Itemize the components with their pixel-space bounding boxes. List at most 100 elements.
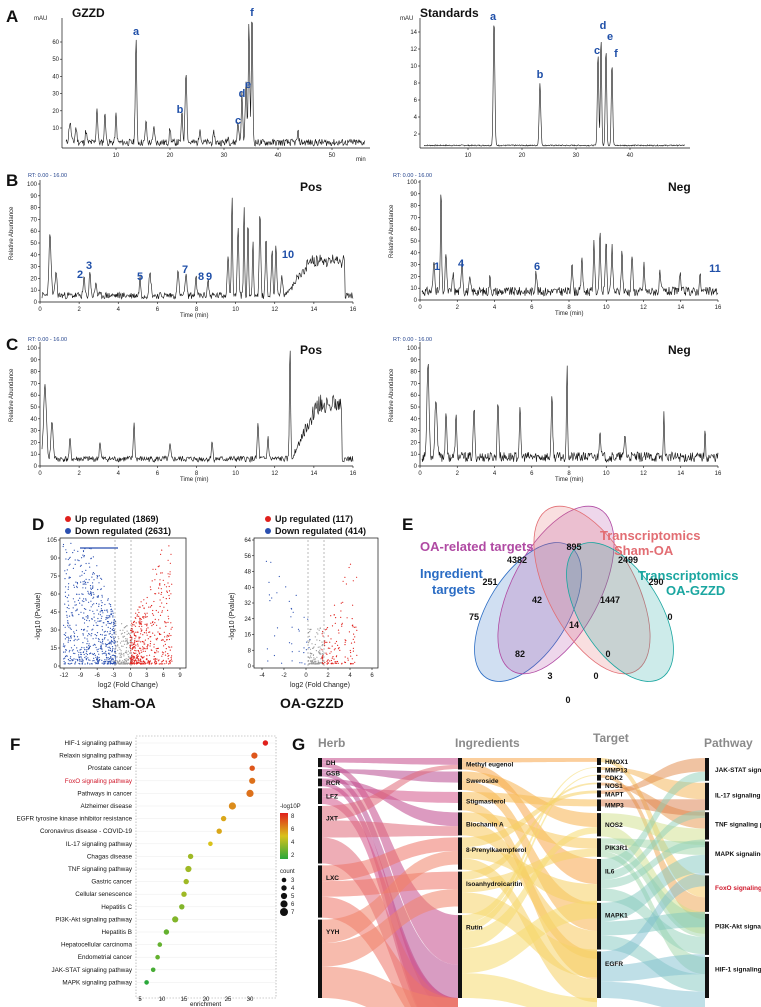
volcano-point — [134, 647, 136, 649]
x-tick-label: -9 — [78, 673, 84, 679]
pathway-label: Chagas disease — [87, 853, 133, 860]
volcano-point — [140, 658, 142, 660]
volcano-point — [122, 645, 124, 647]
volcano-point — [74, 601, 76, 603]
up-legend-dot — [65, 516, 71, 522]
x-tick-label: 3 — [145, 673, 149, 679]
volcano-point — [116, 656, 118, 658]
volcano-point — [87, 626, 89, 628]
x-tick-label: 12 — [271, 307, 278, 313]
volcano-point — [167, 621, 169, 624]
sankey-node — [458, 812, 462, 836]
volcano-point — [115, 624, 117, 627]
volcano-point — [77, 599, 79, 602]
volcano-point — [122, 629, 124, 631]
volcano-point — [96, 662, 98, 665]
pathway-label: TNF signaling pathway — [68, 866, 133, 873]
volcano-point — [290, 607, 292, 610]
volcano-point — [64, 595, 67, 598]
legend-size-label: 4 — [291, 886, 295, 892]
gzzd-name: OA-GZZD — [280, 695, 344, 711]
volcano-point — [66, 597, 68, 599]
x-tick-label: 4 — [493, 305, 497, 311]
volcano-point — [135, 644, 137, 646]
volcano-point — [86, 646, 88, 648]
volcano-point — [138, 622, 140, 624]
volcano-point — [322, 630, 324, 633]
volcano-point — [85, 657, 87, 660]
volcano-point — [350, 651, 352, 654]
volcano-point — [164, 622, 166, 624]
sankey-flow — [601, 981, 705, 1007]
volcano-point — [83, 555, 85, 557]
volcano-point — [95, 602, 98, 605]
volcano-point — [324, 661, 326, 664]
volcano-point — [72, 615, 74, 617]
volcano-point — [69, 563, 71, 565]
volcano-point — [108, 658, 110, 661]
pathway-label: HIF-1 signaling pathway — [64, 740, 132, 747]
b-pos-xlabel: Time (min) — [180, 313, 208, 319]
volcano-point — [97, 620, 99, 622]
enrichment-dot — [185, 865, 192, 873]
volcano-point — [142, 648, 144, 650]
volcano-point — [127, 643, 129, 645]
volcano-point — [109, 657, 111, 660]
volcano-point — [85, 652, 87, 655]
enrichment-dot — [216, 828, 222, 834]
volcano-point — [104, 609, 106, 612]
volcano-point — [129, 652, 131, 654]
y-tick-label: 100 — [27, 346, 38, 352]
volcano-point — [87, 617, 89, 619]
enrichment-dot — [157, 942, 163, 947]
volcano-point — [113, 633, 115, 635]
volcano-point — [308, 656, 310, 658]
volcano-point — [326, 663, 328, 665]
b-neg-x-ticks: 0 2 4 6 8 10 12 14 16 — [418, 300, 722, 311]
volcano-point — [97, 588, 99, 591]
volcano-point — [348, 566, 350, 569]
volcano-point — [69, 627, 71, 629]
volcano-point — [163, 631, 165, 633]
volcano-point — [106, 631, 108, 633]
volcano-point — [144, 612, 146, 615]
volcano-point — [67, 586, 70, 588]
volcano-point — [147, 644, 149, 647]
volcano-point — [70, 663, 72, 665]
volcano-point — [81, 604, 83, 606]
volcano-point — [68, 577, 70, 579]
volcano-point — [96, 609, 98, 611]
volcano-point — [92, 610, 94, 612]
volcano-point — [159, 599, 161, 601]
venn-count: 0 — [593, 671, 598, 681]
volcano-point — [131, 660, 133, 662]
volcano-point — [75, 604, 77, 606]
volcano-point — [144, 616, 146, 618]
volcano-point — [136, 656, 138, 659]
volcano-point — [85, 578, 87, 581]
volcano-point — [171, 646, 173, 648]
volcano-point — [70, 647, 73, 649]
volcano-point — [84, 649, 86, 651]
volcano-point — [335, 661, 337, 663]
volcano-point — [110, 623, 112, 625]
volcano-point — [150, 649, 152, 651]
y-tick-label: 24 — [244, 617, 251, 623]
peak-label: 1 — [434, 261, 440, 273]
volcano-point — [137, 655, 139, 658]
volcano-point — [62, 545, 64, 548]
volcano-point — [111, 659, 113, 661]
y-tick-label: 30 — [30, 429, 37, 435]
volcano-point — [297, 628, 300, 630]
volcano-point — [127, 662, 129, 664]
volcano-point — [168, 618, 170, 620]
volcano-point — [114, 642, 116, 644]
y-tick-label: 100 — [27, 182, 38, 188]
volcano-point — [101, 634, 103, 636]
volcano-point — [87, 662, 89, 664]
volcano-point — [108, 617, 110, 619]
x-tick-label: 12 — [640, 471, 647, 477]
volcano-point — [135, 657, 137, 659]
